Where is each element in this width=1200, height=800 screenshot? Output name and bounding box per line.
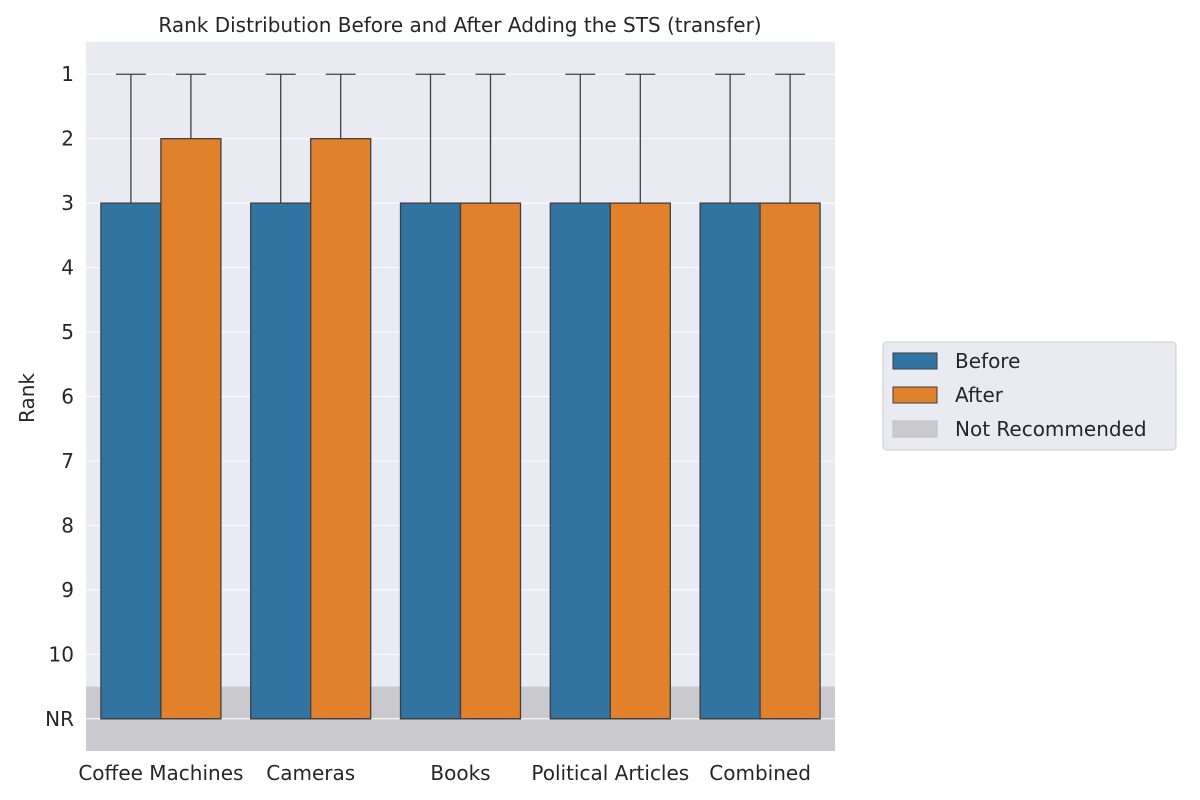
box-body [399, 202, 462, 720]
legend-label-before: Before [955, 349, 1020, 373]
y-tick-labels: 1 2 3 4 5 6 7 8 9 10 NR [45, 62, 74, 731]
y-tick-label: 4 [61, 256, 74, 280]
box-body [100, 202, 162, 720]
box-body [759, 202, 821, 720]
box-before [250, 73, 312, 720]
box-body [310, 138, 372, 720]
y-tick-label: 8 [61, 513, 74, 537]
box-body [549, 202, 611, 720]
chart-title: Rank Distribution Before and After Addin… [158, 13, 761, 37]
y-tick-label: 9 [61, 578, 74, 602]
y-tick-label: 10 [49, 642, 74, 666]
box-after [759, 73, 821, 720]
box-after [160, 73, 222, 720]
y-tick-label: NR [45, 707, 74, 731]
y-tick-label: 5 [61, 320, 74, 344]
y-tick-label: 2 [61, 127, 74, 151]
x-tick-label: Coffee Machines [78, 761, 243, 785]
x-tick-labels: Coffee Machines Cameras Books Political Art… [78, 761, 811, 785]
box-body [699, 202, 761, 720]
y-axis-label: Rank [15, 373, 39, 423]
legend-swatch-after [892, 386, 938, 404]
box-before [549, 73, 611, 720]
box-before [699, 73, 761, 720]
x-tick-label: Books [430, 761, 490, 785]
y-tick-label: 7 [61, 449, 74, 473]
y-tick-label: 1 [61, 62, 74, 86]
box-body [250, 202, 312, 720]
box-before [100, 73, 162, 720]
box-body [609, 202, 671, 720]
box-plots [100, 73, 821, 720]
box-body [459, 202, 522, 720]
box-after [459, 73, 522, 720]
box-body [160, 138, 222, 720]
legend-label-after: After [955, 383, 1004, 407]
x-tick-label: Combined [709, 761, 811, 785]
x-tick-label: Political Articles [531, 761, 689, 785]
legend-swatch-before [892, 352, 938, 370]
legend-frame [882, 341, 1177, 451]
y-tick-label: 6 [61, 385, 74, 409]
x-tick-label: Cameras [266, 761, 355, 785]
y-tick-label: 3 [61, 191, 74, 215]
box-after [310, 73, 372, 720]
box-after [609, 73, 671, 720]
legend-label-not-recommended: Not Recommended [955, 417, 1147, 441]
box-before [399, 73, 462, 720]
legend-swatch-not-recommended [892, 420, 938, 438]
legend: Before After Not Recommended [882, 341, 1177, 451]
